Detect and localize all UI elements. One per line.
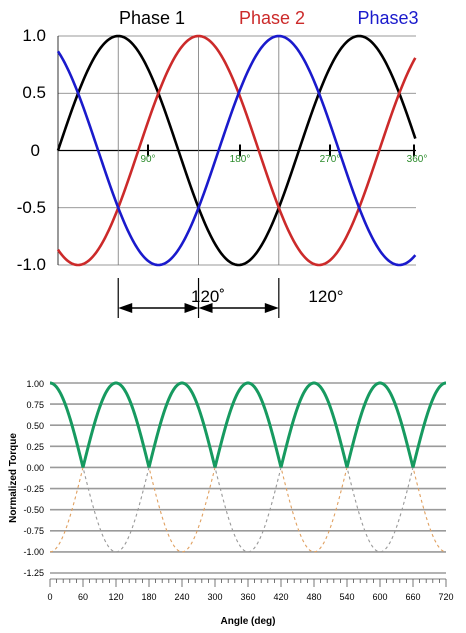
bottom-y-tick-label: 0.25 [26, 442, 44, 452]
top-series-titles: Phase 1 Phase 2 Phase3 [119, 8, 419, 28]
bottom-y-tick-label: -1.25 [23, 568, 44, 578]
title-phase-2: Phase 2 [239, 8, 305, 28]
bottom-x-tick-label: 120 [108, 592, 123, 602]
bottom-plot-area [50, 375, 446, 579]
top-grid [57, 35, 416, 266]
bottom-grid [49, 375, 447, 587]
bottom-x-tick-label: 540 [339, 592, 354, 602]
bottom-x-tick-label: 600 [372, 592, 387, 602]
top-series-group [56, 34, 417, 267]
bottom-y-tick-label: 1.00 [26, 379, 44, 389]
angle-label-180: 180° [230, 154, 251, 165]
spacing-label-1: 120˚ [191, 287, 225, 306]
spacing-arrow-head [198, 303, 213, 313]
torque-chart: 1.00 0.75 0.50 0.25 0.00 -0.25 -0.50 -0.… [8, 375, 454, 627]
top-y-tick-label: 1.0 [22, 26, 46, 45]
bottom-y-tick-label: 0.50 [26, 421, 44, 431]
y-axis-title: Normalized Torque [8, 433, 19, 523]
bottom-x-tick-label: 660 [405, 592, 420, 602]
bottom-x-tick-label: 360 [240, 592, 255, 602]
bottom-y-tick-label: 0.75 [26, 400, 44, 410]
bottom-x-tick-label: 60 [78, 592, 88, 602]
spacing-arrow-head [264, 303, 279, 313]
bottom-y-tick-label: -0.50 [23, 505, 44, 515]
top-y-tick-label: -0.5 [17, 198, 46, 217]
bottom-x-tick-label: 240 [174, 592, 189, 602]
bottom-x-tick-label: 480 [306, 592, 321, 602]
bottom-envelope-curve [49, 381, 447, 468]
spacing-arrow-head [118, 303, 133, 313]
bottom-x-tick-label: 720 [438, 592, 453, 602]
three-phase-chart: 1.0 0.5 0 -0.5 -1.0 90° 180° 270° 360° P… [17, 8, 427, 318]
top-y-axis-labels: 1.0 0.5 0 -0.5 -1.0 [17, 26, 46, 274]
bottom-x-axis-labels: 0 60 120 180 240 300 360 420 480 540 600 660 720 [47, 592, 453, 602]
spacing-arrow-head [184, 303, 199, 313]
phase-spacing-annotation [117, 278, 280, 318]
bottom-x-tick-label: 420 [273, 592, 288, 602]
bottom-x-tick-label: 0 [47, 592, 52, 602]
phase-curve-phase3 [56, 34, 417, 267]
angle-label-360: 360° [407, 154, 428, 165]
angle-label-90: 90° [140, 154, 155, 165]
bottom-y-tick-label: -0.25 [23, 484, 44, 494]
top-y-tick-label: 0 [31, 141, 40, 160]
x-axis-title: Angle (deg) [221, 616, 276, 627]
title-phase-1: Phase 1 [119, 8, 185, 28]
top-y-tick-label: 0.5 [22, 83, 46, 102]
bottom-x-tick-label: 180 [141, 592, 156, 602]
bottom-y-tick-label: -1.00 [23, 547, 44, 557]
spacing-label-2: 120° [308, 287, 343, 306]
bottom-x-tick-label: 300 [207, 592, 222, 602]
phase-curve-phase-1 [56, 34, 417, 267]
bottom-y-axis-labels: 1.00 0.75 0.50 0.25 0.00 -0.25 -0.50 -0.… [23, 379, 44, 578]
top-y-tick-label: -1.0 [17, 255, 46, 274]
top-angle-labels: 90° 180° 270° 360° [140, 154, 427, 165]
title-phase-3: Phase3 [357, 8, 418, 28]
bottom-series-group [49, 381, 447, 553]
bottom-y-tick-label: 0.00 [26, 463, 44, 473]
angle-label-270: 270° [320, 154, 341, 165]
bottom-y-tick-label: -0.75 [23, 526, 44, 536]
